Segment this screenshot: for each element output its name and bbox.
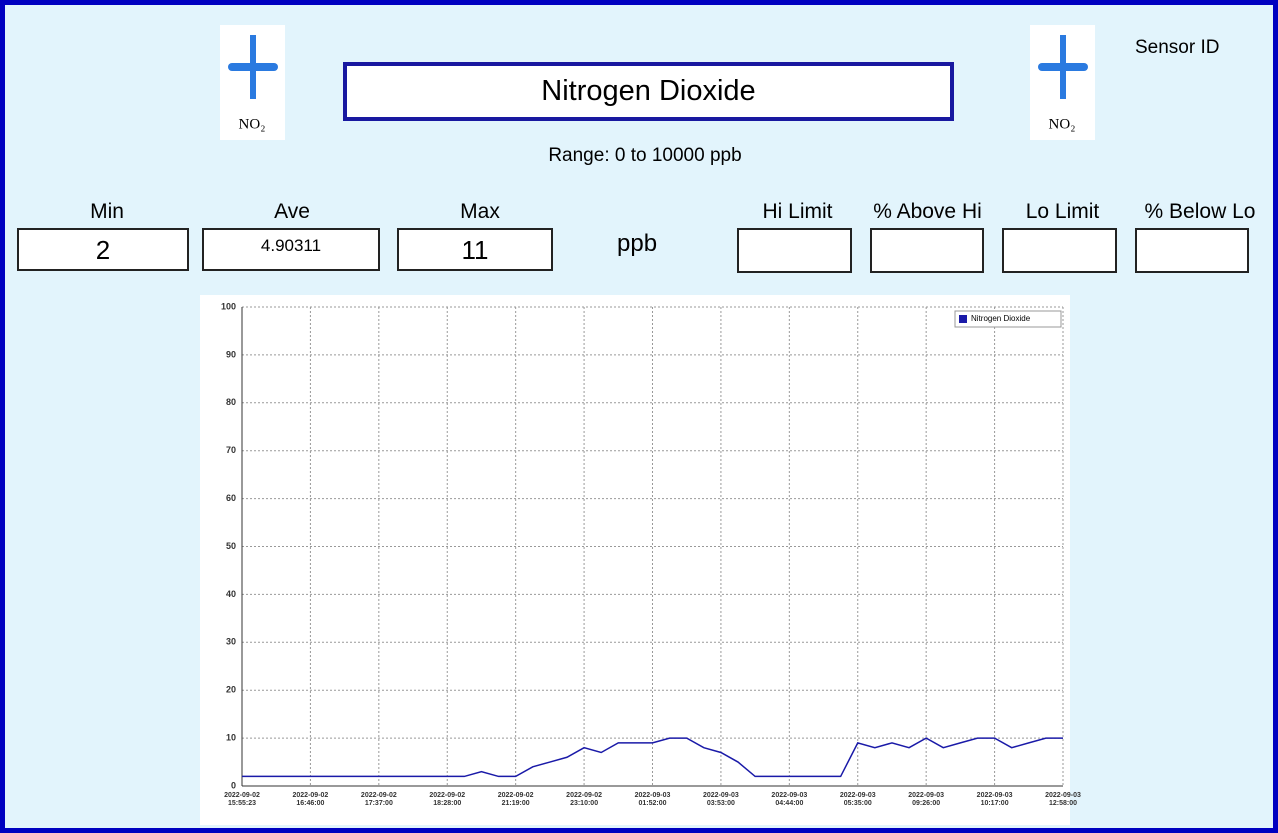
- legend-swatch: [959, 315, 967, 323]
- x-tick-label: 2022-09-03 04:44:00: [771, 792, 808, 807]
- title: Nitrogen Dioxide: [343, 62, 954, 121]
- x-tick-label: 2022-09-03 12:58:00: [1045, 792, 1081, 807]
- x-tick-label: 2022-09-03 10:17:00: [976, 792, 1013, 807]
- icon-text: NO₂: [1049, 116, 1076, 132]
- y-tick-label: 80: [226, 397, 236, 407]
- y-tick-label: 0: [231, 780, 236, 790]
- stat-label: Ave: [274, 200, 310, 223]
- x-tick-label: 2022-09-02 16:46:00: [292, 792, 329, 807]
- y-tick-label: 100: [221, 301, 236, 311]
- y-tick-label: 90: [226, 349, 236, 359]
- icon-text: NO₂: [239, 116, 266, 132]
- limit-label: Hi Limit: [762, 200, 833, 223]
- x-tick-label: 2022-09-03 05:35:00: [839, 792, 876, 807]
- stat-value: 11: [397, 228, 553, 271]
- x-tick-label: 2022-09-03 03:53:00: [703, 792, 739, 807]
- plot-background: [200, 295, 1070, 825]
- stat-value: 2: [17, 228, 189, 271]
- chart: 0 10 20 30 40 50 60 70 80 90 100 Nitrogen Dioxide: [200, 295, 1070, 825]
- limit-label: % Below Lo: [1144, 200, 1256, 223]
- input-box[interactable]: [1135, 228, 1249, 273]
- input-box[interactable]: [737, 228, 852, 273]
- y-tick-label: 40: [226, 589, 236, 599]
- input-box[interactable]: [870, 228, 984, 273]
- limit-label: % Above Hi: [873, 200, 982, 223]
- sensor-label: Sensor ID: [1135, 37, 1220, 58]
- x-tick-label: 2022-09-02 18:28:00: [429, 792, 466, 807]
- y-tick-label: 60: [226, 493, 236, 503]
- x-tick-label: 2022-09-02 15:55:23: [224, 792, 260, 807]
- stat-label: Max: [460, 200, 500, 223]
- x-tick-label: 2022-09-02 23:10:00: [566, 792, 602, 807]
- icon: NO₂: [220, 25, 285, 140]
- stat-value: 4.90311: [202, 228, 380, 271]
- unit: ppb: [617, 230, 658, 257]
- y-tick-label: 10: [226, 732, 236, 742]
- y-tick-label: 30: [226, 637, 236, 647]
- stat-label: Min: [90, 200, 124, 223]
- x-tick-label: 2022-09-03 01:52:00: [634, 792, 671, 807]
- x-tick-label: 2022-09-03 09:26:00: [908, 792, 945, 807]
- legend-label: Nitrogen Dioxide: [971, 314, 1031, 323]
- input-box[interactable]: [1002, 228, 1117, 273]
- y-tick-label: 70: [226, 445, 236, 455]
- x-tick-label: 2022-09-02 21:19:00: [497, 792, 534, 807]
- x-tick-label: 2022-09-02 17:37:00: [360, 792, 397, 807]
- limit-label: Lo Limit: [1025, 200, 1100, 223]
- data-line: [242, 737, 1063, 778]
- legend-box: [954, 310, 1062, 328]
- icon: NO₂: [1030, 25, 1095, 140]
- y-tick-label: 20: [226, 685, 236, 695]
- y-tick-label: 50: [226, 541, 236, 551]
- range: Range: 0 to 10000 ppb: [548, 145, 742, 166]
